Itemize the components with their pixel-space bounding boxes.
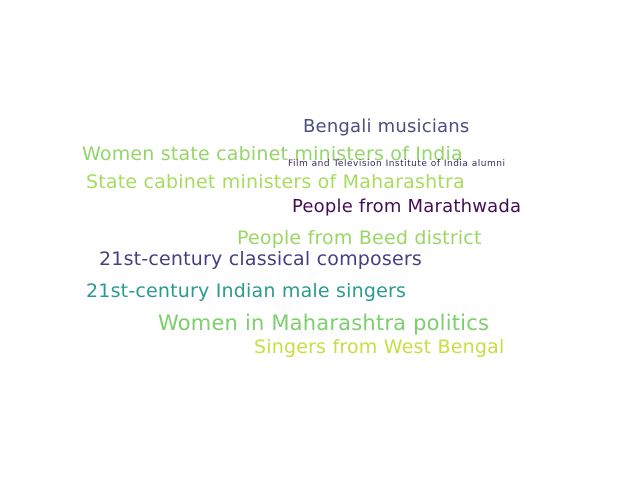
word-21st-century-indian-male-singers: 21st-century Indian male singers (86, 280, 407, 302)
word-bengali-musicians: Bengali musicians (303, 116, 470, 137)
word-ftii-alumni: Film and Television Institute of India a… (288, 159, 506, 169)
word-singers-from-west-bengal: Singers from West Bengal (254, 336, 505, 358)
word-state-cabinet-ministers-of-maharashtra: State cabinet ministers of Maharashtra (86, 171, 465, 193)
word-21st-century-classical-composers: 21st-century classical composers (99, 248, 422, 270)
word-women-state-cabinet-ministers-of-india: Women state cabinet ministers of India (82, 143, 463, 165)
word-people-from-marathwada: People from Marathwada (292, 196, 522, 217)
word-people-from-beed-district: People from Beed district (237, 227, 482, 249)
word-women-in-maharashtra-politics: Women in Maharashtra politics (158, 311, 490, 335)
